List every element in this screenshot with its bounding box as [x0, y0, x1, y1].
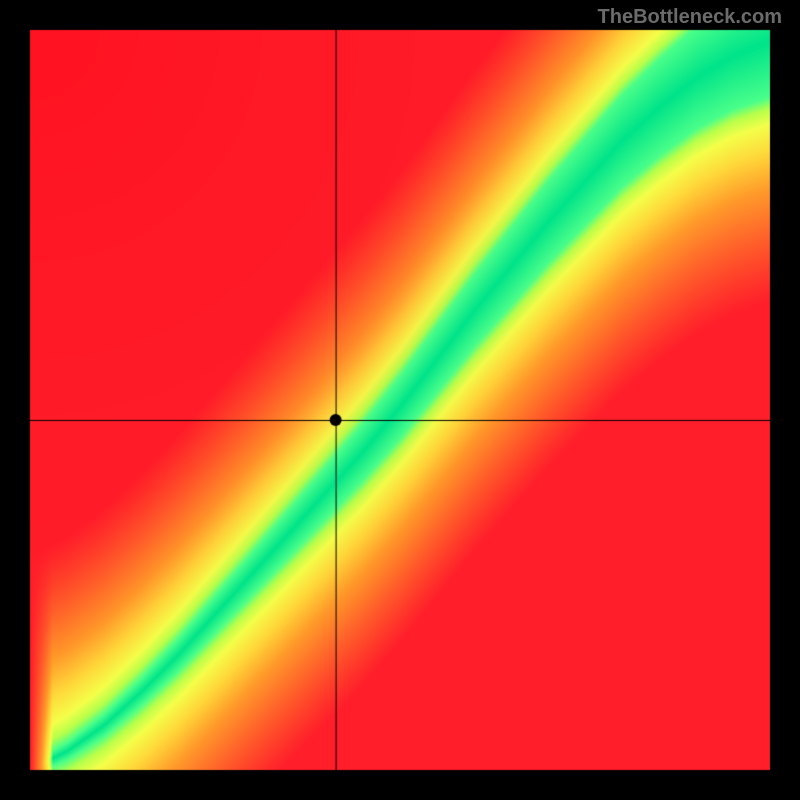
heatmap-canvas	[0, 0, 800, 800]
watermark-text: TheBottleneck.com	[598, 6, 782, 29]
